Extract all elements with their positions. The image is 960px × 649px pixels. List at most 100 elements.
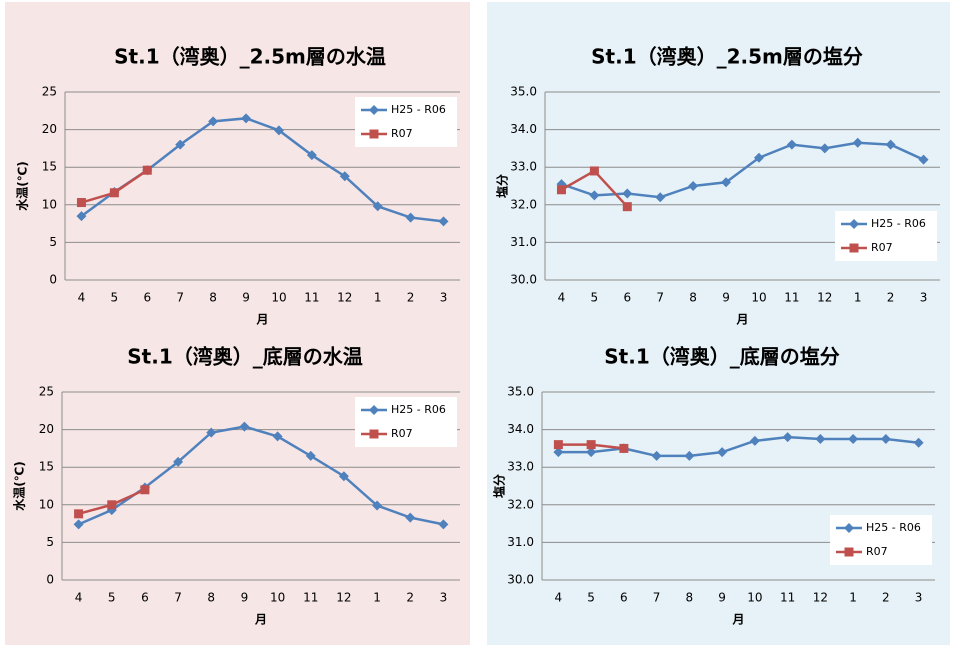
x-tick-label: 8	[686, 591, 694, 605]
marker	[880, 434, 891, 444]
marker	[405, 212, 416, 223]
legend-label: H25 - R06	[871, 217, 926, 230]
x-tick-label: 5	[108, 591, 116, 605]
marker	[885, 139, 896, 150]
x-tick-label: 6	[620, 591, 628, 605]
marker	[206, 427, 217, 438]
x-tick-label: 1	[849, 591, 857, 605]
x-tick-label: 6	[143, 291, 151, 305]
x-tick-label: 1	[373, 591, 381, 605]
marker	[107, 500, 117, 510]
marker	[848, 434, 859, 444]
marker	[717, 447, 728, 458]
legend-label: R07	[871, 241, 893, 254]
legend-label: H25 - R06	[391, 403, 446, 416]
x-tick-label: 5	[111, 291, 119, 305]
y-tick-label: 15	[42, 160, 57, 174]
marker	[438, 519, 449, 530]
x-tick-label: 8	[209, 291, 217, 305]
chart-title: St.1（湾奥）_2.5m層の水温	[114, 45, 386, 69]
x-tick-label: 10	[270, 591, 285, 605]
x-tick-label: 4	[75, 591, 83, 605]
marker	[369, 429, 379, 439]
marker	[241, 113, 252, 124]
x-tick-label: 8	[689, 291, 697, 305]
x-tick-label: 10	[747, 591, 762, 605]
legend-box	[830, 515, 932, 565]
y-tick-label: 35.0	[507, 385, 534, 399]
marker	[913, 437, 924, 448]
x-tick-label: 11	[780, 591, 795, 605]
y-axis-label: 塩分	[492, 474, 507, 498]
marker	[140, 485, 150, 495]
marker	[651, 450, 662, 461]
chart-title: St.1（湾奥）_2.5m層の塩分	[591, 45, 863, 69]
x-tick-label: 5	[587, 591, 595, 605]
marker	[844, 523, 854, 533]
y-tick-label: 25	[39, 385, 54, 399]
marker	[688, 181, 699, 191]
y-axis-label: 水温(℃)	[15, 161, 30, 211]
y-tick-label: 31.0	[507, 535, 534, 549]
x-tick-label: 1	[374, 291, 382, 305]
x-tick-label: 4	[558, 291, 566, 305]
y-tick-label: 33.0	[510, 160, 537, 174]
legend-box	[355, 97, 457, 147]
x-axis-label: 月	[731, 613, 744, 627]
y-tick-label: 32.0	[510, 197, 537, 211]
marker	[208, 116, 219, 127]
marker	[819, 143, 830, 154]
marker	[849, 243, 859, 253]
y-axis-label: 水温(℃)	[12, 461, 27, 511]
marker	[405, 512, 416, 523]
x-tick-label: 3	[915, 591, 923, 605]
x-tick-label: 9	[722, 291, 730, 305]
x-tick-label: 3	[440, 591, 448, 605]
marker	[372, 500, 383, 511]
y-tick-label: 10	[39, 497, 54, 511]
x-tick-label: 6	[141, 591, 149, 605]
x-axis-label: 月	[735, 313, 748, 327]
marker	[369, 129, 379, 139]
marker	[175, 139, 186, 150]
y-tick-label: 0	[49, 273, 57, 287]
chart-title: St.1（湾奥）_底層の水温	[127, 345, 362, 369]
legend-label: R07	[391, 127, 413, 140]
marker	[619, 443, 629, 453]
y-tick-label: 34.0	[507, 422, 534, 436]
marker	[272, 431, 283, 442]
marker	[556, 185, 566, 195]
x-tick-label: 2	[407, 291, 415, 305]
marker	[369, 105, 379, 115]
y-tick-label: 30.0	[510, 273, 537, 287]
marker	[553, 440, 563, 450]
chart-title: St.1（湾奥）_底層の塩分	[604, 345, 839, 369]
marker	[589, 166, 599, 176]
y-tick-label: 5	[49, 235, 57, 249]
x-tick-label: 9	[241, 591, 249, 605]
legend-label: R07	[866, 545, 888, 558]
y-axis-label: 塩分	[495, 174, 510, 198]
marker	[753, 152, 764, 163]
series-line	[561, 141, 925, 199]
x-tick-label: 12	[813, 591, 828, 605]
marker	[305, 450, 316, 461]
legend-box	[355, 397, 457, 447]
legend-label: H25 - R06	[391, 103, 446, 116]
y-tick-label: 15	[39, 460, 54, 474]
legend-box	[835, 211, 937, 261]
x-tick-label: 6	[623, 291, 631, 305]
marker	[339, 171, 350, 182]
x-tick-label: 11	[304, 291, 319, 305]
x-tick-label: 5	[591, 291, 599, 305]
marker	[815, 434, 826, 444]
x-tick-label: 11	[784, 291, 799, 305]
marker	[553, 447, 564, 458]
legend-label: R07	[391, 427, 413, 440]
x-tick-label: 12	[337, 291, 352, 305]
marker	[721, 177, 732, 188]
marker	[73, 519, 84, 530]
x-tick-label: 7	[174, 591, 182, 605]
y-tick-label: 20	[39, 422, 54, 436]
y-tick-label: 35.0	[510, 85, 537, 99]
